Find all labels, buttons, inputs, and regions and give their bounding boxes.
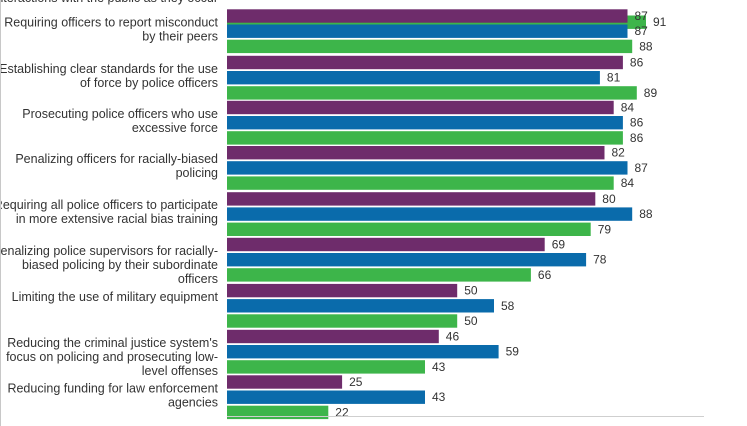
category-label: Prosecuting police officers who use exces… [22,107,218,135]
category-label-line: Reducing funding for law enforcement [7,381,218,395]
data-label: 87 [635,24,649,38]
bar [227,375,343,389]
category-group: Prosecuting police officers who use exces… [22,101,643,145]
data-label: 86 [630,56,644,70]
category-label: Reducing funding for law enforcement agen… [7,381,218,409]
category-group: Reducing the criminal justice system's fo… [6,330,519,378]
data-label: 84 [621,176,635,190]
bar [227,55,623,70]
data-label: 91 [653,15,667,29]
category-label: interactions with the public as they occ… [1,0,218,5]
data-label: 89 [644,86,658,100]
category-label-line: interactions with the public as they occ… [1,0,218,5]
category-label: Reducing the criminal justice system's fo… [6,336,218,378]
data-label: 86 [630,116,644,130]
category-label-line: Requiring officers to report misconduct [4,15,218,29]
bar [227,253,587,267]
category-label-line: Penalizing officers for racially-biased [15,152,218,166]
category-label-line: excessive force [132,121,218,135]
bar [227,161,628,175]
bar [227,345,499,359]
bar [227,283,458,298]
data-label: 78 [593,253,607,267]
bar [227,176,614,190]
data-label: 87 [635,9,649,23]
bar [227,100,614,115]
category-label-line: Limiting the use of military equipment [12,290,219,304]
data-label: 66 [538,268,552,282]
bar [227,146,605,160]
data-label: 69 [552,238,566,252]
category-label-line: policing [176,166,218,180]
data-label: 88 [639,39,653,53]
category-group: Penalizing officers for racially-biased p… [15,146,648,190]
bar [227,329,439,344]
category-label: Penalizing police supervisors for racial… [1,244,218,286]
bar [227,405,329,420]
category-label: Penalizing officers for racially-biased p… [15,152,218,180]
bar [227,86,637,100]
bar [227,314,458,328]
category-label-line: by their peers [142,29,218,43]
data-label: 88 [639,207,653,221]
category-label-line: Reducing the criminal justice system's [7,336,218,350]
data-label: 82 [612,146,626,160]
bar [227,268,531,282]
data-label: 43 [432,360,446,374]
bar [227,207,633,221]
data-label: 46 [446,330,460,344]
category-group: Requiring officers to report misconduct b… [4,9,653,53]
data-label: 79 [598,222,612,236]
data-label: 50 [464,284,478,298]
bar [227,24,628,38]
category-group: Requiring all police officers to partici… [1,192,653,236]
data-label: 80 [602,192,616,206]
category-label-line: biased policing by their subordinate [22,258,218,272]
category-label: Requiring officers to report misconduct b… [4,15,218,43]
data-label: 81 [607,71,621,85]
bar [227,116,623,130]
category-label: Establishing clear standards for the use… [1,62,218,90]
bar [227,237,545,252]
category-label-line: Requiring all police officers to partici… [1,198,218,212]
category-label-line: of force by police officers [80,76,218,90]
data-label: 84 [621,101,635,115]
bar [227,299,494,313]
category-label-line: Prosecuting police officers who use [22,107,218,121]
category-group: Limiting the use of military equipment 50… [12,284,515,328]
bar [227,360,425,374]
data-label: 22 [335,405,349,419]
bar [227,131,623,145]
bar [227,39,633,54]
category-label-line: agencies [168,395,218,409]
data-label: 58 [501,299,515,313]
category-label-line: Establishing clear standards for the use [1,62,218,76]
category-label-line: officers [178,272,218,286]
bar [227,71,600,85]
data-label: 25 [349,375,363,389]
bar [227,222,591,236]
category-group: Establishing clear standards for the use… [1,56,657,100]
data-label: 87 [635,161,649,175]
category-label-line: level offenses [142,364,218,378]
data-label: 59 [506,345,520,359]
data-label: 86 [630,131,644,145]
category-label: Limiting the use of military equipment [12,290,219,304]
data-label: 50 [464,314,478,328]
bar [227,390,425,404]
category-label-line: in more extensive racial bias training [16,212,218,226]
category-label-line: focus on policing and prosecuting low- [6,350,218,364]
category-label: Requiring all police officers to partici… [1,198,218,226]
category-label-line: Penalizing police supervisors for racial… [1,244,218,258]
bar [227,192,596,206]
category-group: Reducing funding for law enforcement agen… [7,375,445,419]
data-label: 43 [432,390,446,404]
bar [227,9,628,23]
category-group: Penalizing police supervisors for racial… [1,238,607,286]
